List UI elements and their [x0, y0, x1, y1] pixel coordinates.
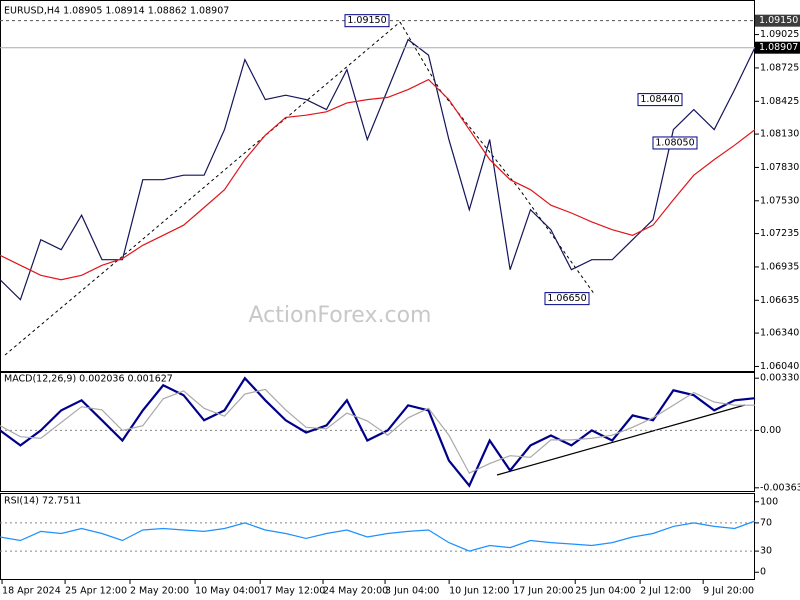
y-tick-label: 0 — [760, 567, 766, 578]
price-panel — [0, 0, 755, 372]
annotation-label: 1.08050 — [655, 137, 694, 148]
macd-trend-line — [496, 404, 746, 476]
x-tick-label: 18 Apr 2024 — [2, 586, 61, 597]
y-tick-label: 0.00 — [760, 425, 781, 436]
x-tick-label: 25 Jun 04:00 — [575, 586, 635, 597]
annotation-box — [344, 14, 390, 28]
price-label: 1.08907 — [759, 42, 798, 53]
x-tick-label: 2 Jul 12:00 — [640, 586, 691, 597]
annotation-box — [637, 93, 683, 107]
y-tick-label: 1.06040 — [760, 361, 799, 372]
watermark: ActionForex.com — [249, 303, 432, 328]
y-tick-label: 1.07530 — [760, 195, 799, 206]
x-tick-label: 3 Jun 04:00 — [385, 586, 439, 597]
series-line — [0, 38, 756, 301]
series-line — [0, 78, 756, 281]
annotation-label: 1.08440 — [640, 94, 679, 105]
x-tick-label: 24 May 20:00 — [323, 586, 388, 597]
y-tick-label: 1.09025 — [760, 29, 799, 40]
y-tick-label: 100 — [760, 496, 778, 507]
y-tick-label: 1.07235 — [760, 228, 799, 239]
y-tick-label: 0.003308 — [760, 373, 800, 384]
y-tick-label: 1.07830 — [760, 162, 799, 173]
y-tick-label: 70 — [760, 517, 772, 528]
annotation-label: 1.09150 — [347, 15, 386, 26]
panel-title: RSI(14) 72.7511 — [4, 496, 81, 507]
x-tick-label: 10 May 04:00 — [195, 586, 260, 597]
y-tick-label: 1.06635 — [760, 295, 799, 306]
annotation-label: 1.06650 — [547, 293, 586, 304]
y-tick-label: 1.08725 — [760, 62, 799, 73]
y-tick-label: 30 — [760, 546, 772, 557]
x-tick-label: 9 Jul 20:00 — [703, 586, 754, 597]
y-tick-label: 1.08130 — [760, 129, 799, 140]
y-tick-label: 1.08425 — [760, 96, 799, 107]
x-tick-label: 10 Jun 12:00 — [449, 586, 509, 597]
x-tick-label: 17 Jun 20:00 — [513, 586, 573, 597]
y-tick-label: 1.06935 — [760, 261, 799, 272]
price-label-box — [755, 14, 800, 27]
trend-line — [4, 21, 401, 356]
x-tick-label: 2 May 20:00 — [130, 586, 189, 597]
annotation-box — [652, 136, 698, 150]
price-label: 1.09150 — [759, 15, 798, 26]
x-tick-label: 17 May 12:00 — [260, 586, 325, 597]
price-label-box — [755, 41, 800, 54]
panel-title: EURUSD,H4 1.08905 1.08914 1.08862 1.0890… — [4, 6, 229, 17]
y-tick-label: 1.06340 — [760, 328, 799, 339]
x-tick-label: 25 Apr 12:00 — [65, 586, 127, 597]
series-line — [0, 376, 756, 488]
y-tick-label: -0.003635 — [760, 482, 800, 493]
series-line — [0, 520, 756, 552]
series-line — [0, 388, 755, 474]
annotation-box — [544, 292, 590, 306]
panel-title: MACD(12,26,9) 0.002036 0.001627 — [4, 374, 173, 385]
